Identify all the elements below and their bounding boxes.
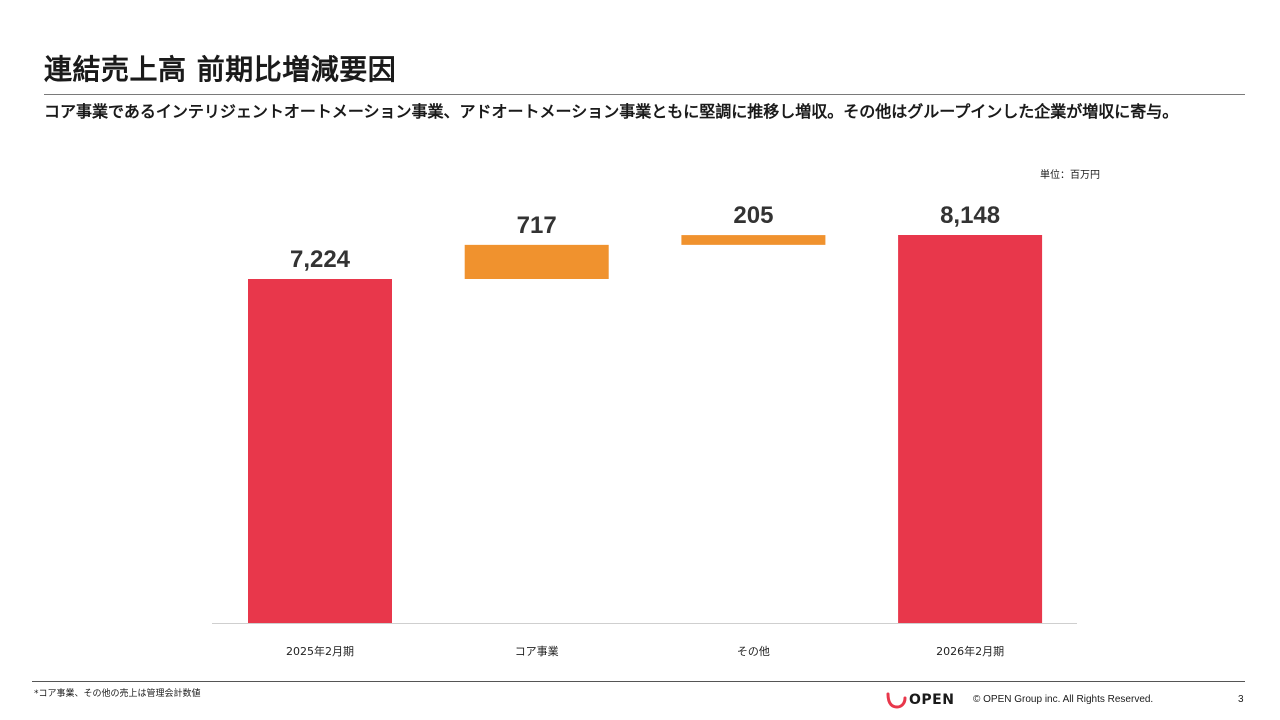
- open-logo-mark-icon: [886, 692, 907, 709]
- unit-label: 単位：百万円: [1040, 170, 1100, 181]
- page-number: 3: [1238, 694, 1244, 705]
- data-label-0: 7,224: [290, 246, 351, 273]
- category-label-2: その他: [737, 645, 770, 658]
- category-label-1: コア事業: [515, 645, 559, 658]
- slide-subtitle: コア事業であるインテリジェントオートメーション事業、アドオートメーション事業とも…: [44, 102, 1179, 121]
- bar-delta-2: [681, 235, 826, 245]
- footer-divider: [32, 681, 1245, 682]
- title-divider: [44, 94, 1245, 95]
- category-label-3: 2026年2月期: [936, 644, 1004, 658]
- logo-text: OPEN: [909, 692, 955, 708]
- bar-total-3: [898, 235, 1043, 623]
- footnote: *コア事業、その他の売上は管理会計数値: [34, 689, 201, 699]
- bar-delta-1: [464, 244, 609, 279]
- data-label-1: 717: [517, 212, 557, 239]
- bar-total-0: [248, 279, 392, 623]
- data-label-2: 205: [733, 202, 773, 229]
- category-label-0: 2025年2月期: [286, 644, 354, 658]
- copyright-text: © OPEN Group inc. All Rights Reserved.: [973, 694, 1154, 705]
- open-logo: OPEN: [885, 691, 954, 709]
- page-title: 連結売上高 前期比増減要因: [44, 53, 397, 86]
- data-label-3: 8,148: [940, 202, 1000, 229]
